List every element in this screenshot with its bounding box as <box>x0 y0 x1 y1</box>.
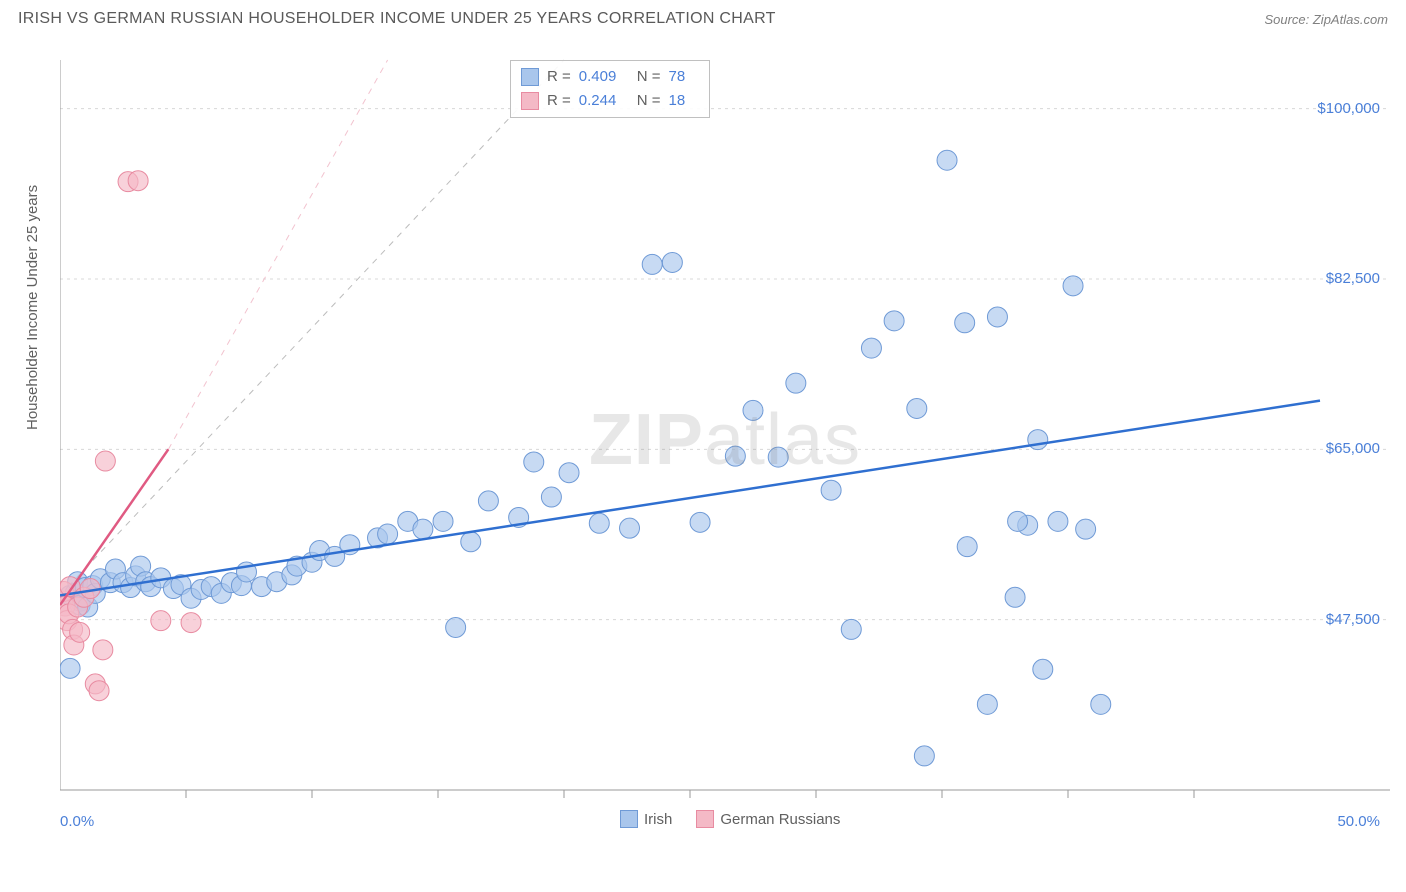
header: IRISH VS GERMAN RUSSIAN HOUSEHOLDER INCO… <box>0 0 1406 34</box>
x-tick-min: 0.0% <box>60 813 94 830</box>
r-label: R = <box>547 89 571 113</box>
n-value: 78 <box>669 65 699 89</box>
stats-row: R = 0.244 N = 18 <box>521 89 699 113</box>
n-label: N = <box>637 89 661 113</box>
legend-swatch <box>620 810 638 828</box>
r-label: R = <box>547 65 571 89</box>
chart-area: ZIPatlas R =0.409N =78R =0.244N =18 $100… <box>60 50 1390 830</box>
x-tick-max: 50.0% <box>1337 813 1380 830</box>
legend-label: German Russians <box>720 811 840 828</box>
legend-label: Irish <box>644 811 672 828</box>
y-axis-label: Householder Income Under 25 years <box>24 185 41 430</box>
legend-swatch <box>521 92 539 110</box>
source-label: Source: ZipAtlas.com <box>1264 12 1388 27</box>
n-label: N = <box>637 65 661 89</box>
y-tick-label: $82,500 <box>1326 270 1380 287</box>
r-value: 0.409 <box>579 65 629 89</box>
stats-box: R = 0.409 N = 78 R = 0.244 N = 18 <box>510 60 710 118</box>
legend-item: Irish <box>620 810 672 828</box>
y-tick-label: $100,000 <box>1317 100 1380 117</box>
y-tick-label: $47,500 <box>1326 611 1380 628</box>
y-tick-label: $65,000 <box>1326 440 1380 457</box>
r-value: 0.244 <box>579 89 629 113</box>
stats-row: R = 0.409 N = 78 <box>521 65 699 89</box>
legend-swatch <box>696 810 714 828</box>
legend-swatch <box>521 68 539 86</box>
legend-item: German Russians <box>696 810 840 828</box>
bottom-legend: Irish German Russians <box>620 810 840 828</box>
chart-title: IRISH VS GERMAN RUSSIAN HOUSEHOLDER INCO… <box>18 10 776 28</box>
scatter-plot <box>60 50 1390 830</box>
n-value: 18 <box>669 89 699 113</box>
